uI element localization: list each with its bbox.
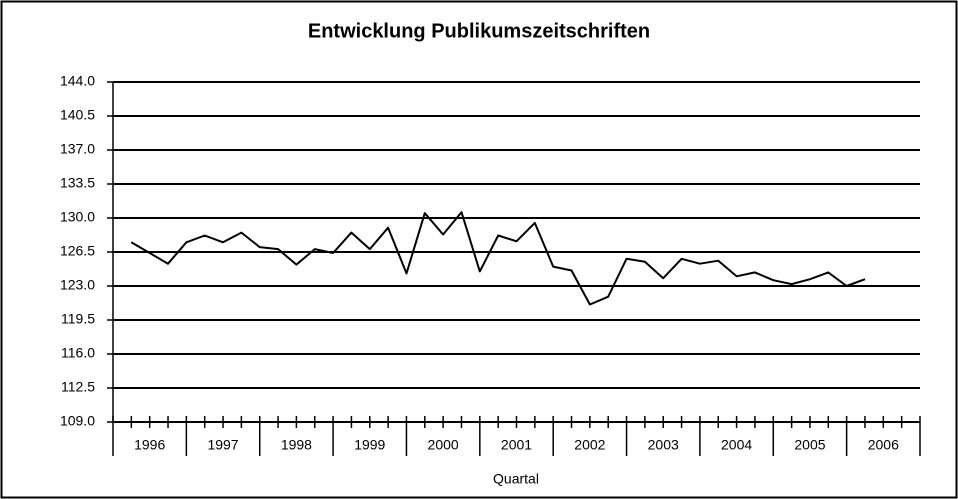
y-tick-label: 133.5	[60, 175, 95, 191]
x-tick-label: 2002	[574, 437, 605, 453]
y-tick-label: 119.5	[61, 311, 95, 327]
x-tick-label: 2006	[868, 437, 899, 453]
data-line	[130, 211, 866, 306]
x-tick-label: 1996	[134, 437, 165, 453]
y-tick-label: 109.0	[60, 413, 95, 429]
y-tick-label: 144.0	[60, 73, 95, 89]
x-tick-label: 1998	[281, 437, 312, 453]
y-tick-label: 116.0	[61, 345, 95, 361]
x-tick-label: 2003	[648, 437, 679, 453]
y-tick-label: 112.5	[61, 379, 95, 395]
chart-title: Entwicklung Publikumszeitschriften	[308, 20, 650, 42]
x-tick-label: 2004	[721, 437, 752, 453]
x-tick-label: 2005	[794, 437, 825, 453]
y-tick-label: 126.5	[60, 243, 95, 259]
y-tick-label: 140.5	[60, 107, 95, 123]
y-tick-label: 137.0	[60, 141, 95, 157]
x-tick-label: 1999	[354, 437, 385, 453]
x-tick-label: 2000	[428, 437, 459, 453]
y-tick-label: 123.0	[60, 277, 95, 293]
x-tick-label: 1997	[207, 437, 238, 453]
x-axis-title: Quartal	[493, 471, 539, 487]
y-tick-label: 130.0	[60, 209, 95, 225]
x-tick-label: 2001	[501, 437, 532, 453]
